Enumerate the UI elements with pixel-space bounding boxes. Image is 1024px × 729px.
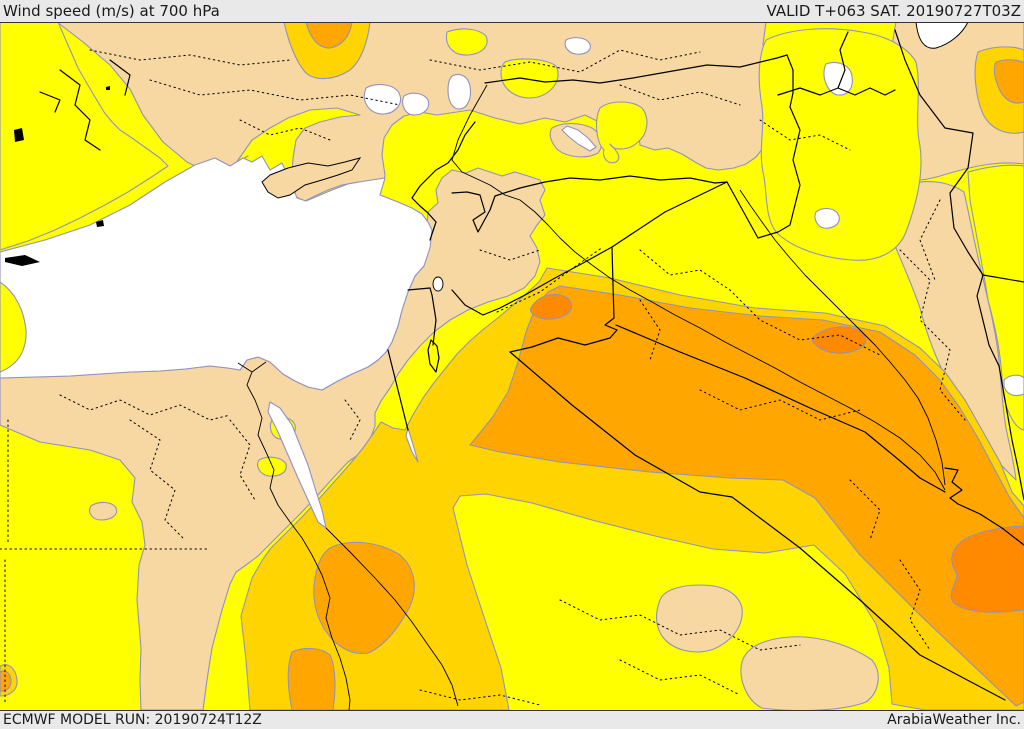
orange-contour-layer (0, 22, 1024, 711)
wind-map-canvas (0, 22, 1024, 711)
white-low-wind-layer (0, 22, 1024, 529)
map-frame (0, 22, 1024, 711)
sea-detail-layer (0, 86, 362, 373)
model-run-label: ECMWF MODEL RUN: 20190724T12Z (3, 712, 262, 728)
red-sea-coast (325, 527, 459, 707)
valid-time-label: VALID T+063 SAT. 20190727T03Z (766, 2, 1021, 20)
map-header: Wind speed (m/s) at 700 hPa VALID T+063 … (0, 0, 1024, 22)
tigris-river (739, 189, 946, 486)
cyprus-island (261, 157, 362, 199)
nile-river (246, 371, 351, 711)
deep-orange-contour-layer (529, 294, 1024, 613)
admin-borders-layer (0, 49, 966, 706)
map-footer: ECMWF MODEL RUN: 20190724T12Z ArabiaWeat… (0, 711, 1024, 729)
branding-label: ArabiaWeather Inc. (887, 712, 1021, 728)
euphrates-river (451, 84, 946, 491)
rivers-layer (237, 84, 946, 711)
page-title: Wind speed (m/s) at 700 hPa (3, 2, 220, 20)
country-borders-layer (39, 29, 1024, 701)
wind-speed-map (0, 22, 1024, 711)
